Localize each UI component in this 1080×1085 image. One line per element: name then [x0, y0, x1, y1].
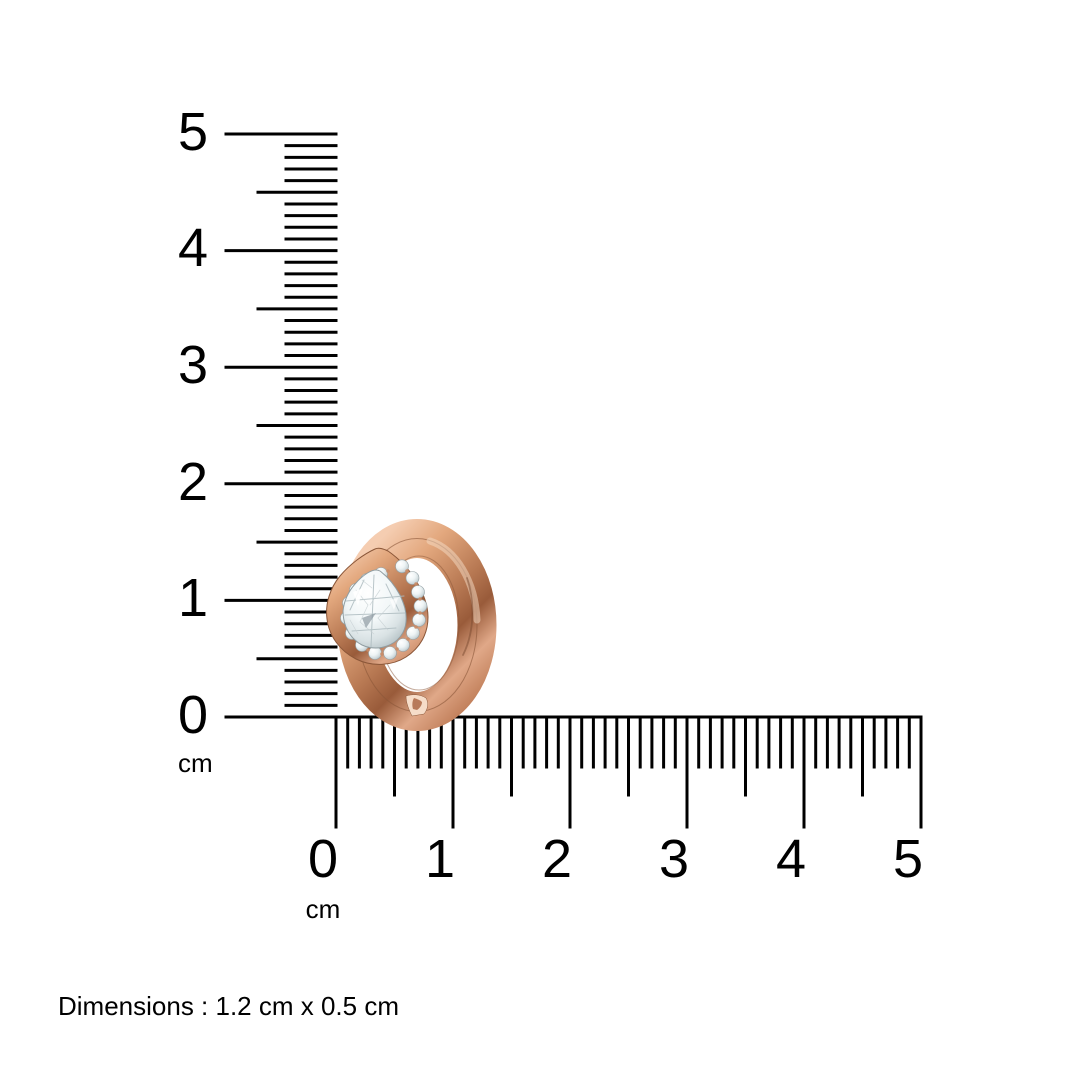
svg-text:cm: cm: [306, 894, 341, 924]
svg-text:2: 2: [542, 829, 572, 889]
svg-text:1: 1: [178, 568, 208, 628]
svg-text:0: 0: [308, 829, 338, 889]
svg-text:cm: cm: [178, 748, 213, 778]
svg-text:3: 3: [178, 335, 208, 395]
svg-text:3: 3: [659, 829, 689, 889]
svg-text:1: 1: [425, 829, 455, 889]
svg-text:2: 2: [178, 452, 208, 512]
svg-text:5: 5: [178, 102, 208, 162]
svg-text:0: 0: [178, 685, 208, 745]
svg-text:4: 4: [776, 829, 806, 889]
svg-text:4: 4: [178, 218, 208, 278]
svg-text:5: 5: [893, 829, 923, 889]
svg-text:Dimensions : 1.2 cm x 0.5 cm: Dimensions : 1.2 cm x 0.5 cm: [58, 991, 399, 1021]
